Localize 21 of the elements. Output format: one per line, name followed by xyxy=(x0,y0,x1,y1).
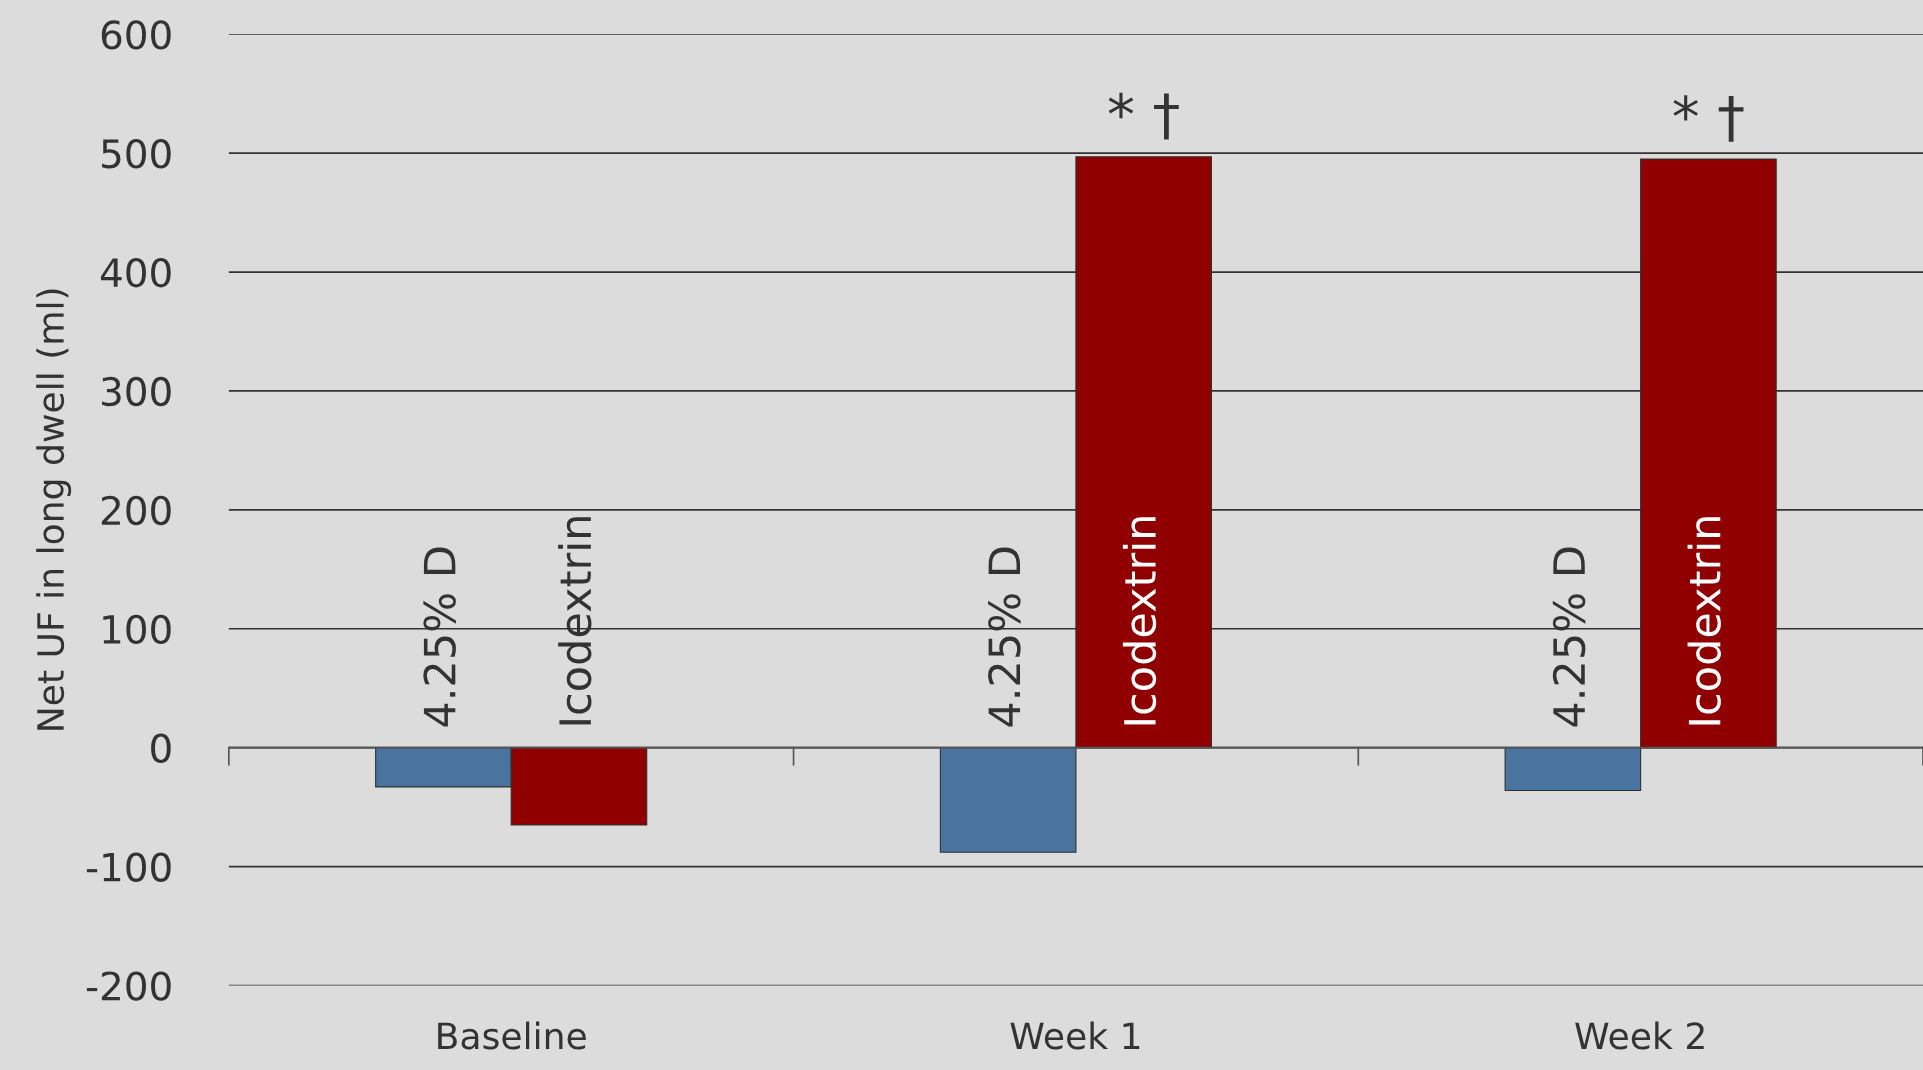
annotation: * † xyxy=(1108,92,1179,140)
y-tick-label: 600 xyxy=(101,20,171,50)
x-tick-label: Week 1 xyxy=(1010,1021,1140,1050)
y-tick-label: -200 xyxy=(86,971,171,1001)
x-tick-label: Baseline xyxy=(438,1021,586,1050)
text: 4.25% D xyxy=(423,547,456,727)
x-tick-label: Week 2 xyxy=(1575,1021,1704,1050)
text: 4.25% D xyxy=(1552,547,1586,727)
annotation: * † xyxy=(1673,95,1744,142)
y-tick-label: 300 xyxy=(102,376,171,407)
text: Icodextrin xyxy=(1687,517,1721,725)
text: 4.25% D xyxy=(988,547,1021,727)
y-tick-label: -100 xyxy=(86,852,171,882)
y-tick-label: 500 xyxy=(102,139,171,169)
y-tick-label: 100 xyxy=(103,614,171,645)
text: Icodextrin xyxy=(558,517,592,725)
y-tick-label: 0 xyxy=(151,733,171,763)
text: Icodextrin xyxy=(1122,517,1157,725)
y-axis-title: Net UF in long dwell (ml) xyxy=(36,289,72,730)
y-tick-label: 200 xyxy=(101,495,171,526)
y-tick-label: 400 xyxy=(100,257,171,288)
